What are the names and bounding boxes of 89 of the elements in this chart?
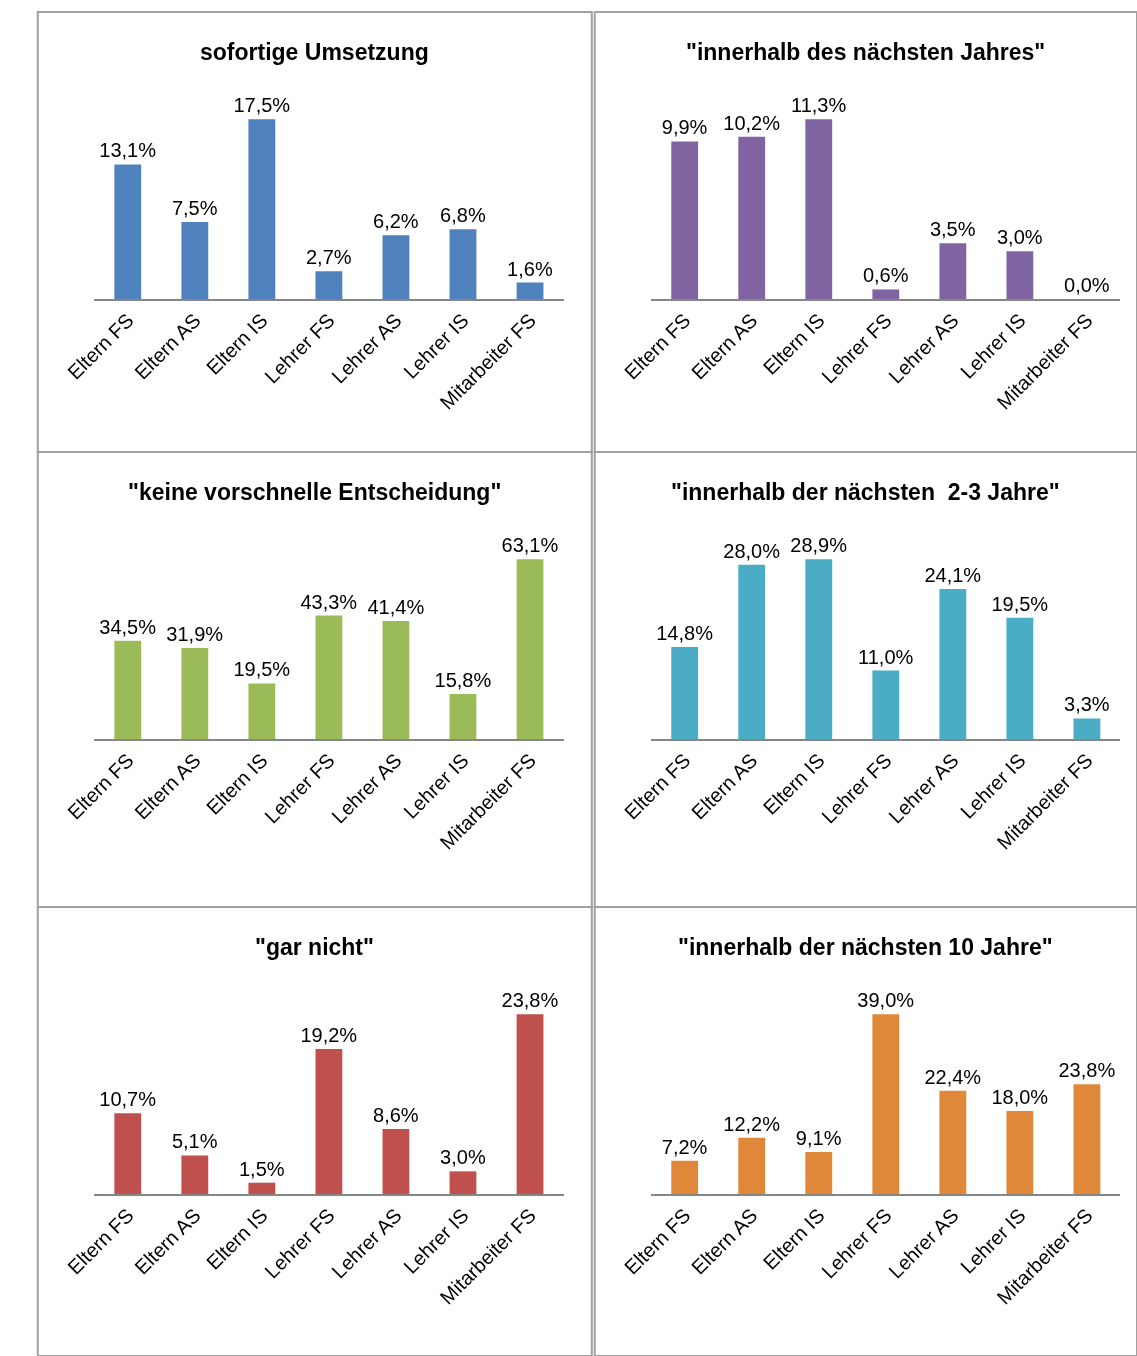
bar — [671, 646, 699, 739]
data-label: 31,9% — [166, 623, 224, 646]
bar — [248, 119, 276, 299]
bar — [805, 1152, 833, 1194]
data-label: 8,6% — [373, 1104, 419, 1127]
data-label: 11,3% — [791, 94, 847, 117]
bar — [738, 564, 766, 739]
data-label: 19,5% — [991, 592, 1049, 615]
data-label: 13,1% — [99, 139, 157, 162]
data-label: 39,0% — [857, 989, 915, 1012]
data-label: 6,8% — [440, 204, 486, 227]
bar — [315, 1048, 343, 1194]
bar — [382, 621, 410, 739]
chart-title: "innerhalb des nächsten Jahres" — [686, 39, 1046, 65]
data-label: 0,0% — [1064, 274, 1110, 296]
data-label: 10,2% — [723, 111, 781, 134]
bar — [872, 670, 900, 739]
bar — [1006, 251, 1034, 299]
data-label: 28,0% — [723, 539, 781, 562]
data-label: 15,8% — [434, 668, 492, 691]
bar — [449, 693, 477, 739]
data-label: 22,4% — [924, 1065, 982, 1088]
bar — [114, 1113, 142, 1194]
chart-title: "innerhalb der nächsten 2-3 Jahre" — [671, 479, 1060, 505]
data-label: 43,3% — [300, 590, 358, 613]
bar — [181, 1155, 209, 1194]
data-label: 5,1% — [171, 1130, 218, 1153]
data-label: 23,8% — [1058, 1059, 1116, 1082]
bar — [114, 640, 142, 739]
data-label: 28,9% — [790, 534, 848, 557]
data-label: 2,7% — [306, 246, 352, 269]
bar — [114, 164, 142, 299]
bar — [805, 119, 833, 299]
bar — [805, 559, 833, 739]
data-label: 9,1% — [795, 1127, 842, 1150]
bar — [939, 1090, 967, 1194]
chart-title: "keine vorschnelle Entscheidung" — [128, 479, 502, 505]
data-label: 7,5% — [171, 196, 218, 219]
bar — [738, 1137, 766, 1194]
bar — [738, 136, 766, 299]
data-label: 63,1% — [501, 534, 559, 557]
data-label: 19,2% — [300, 1023, 358, 1046]
bar — [1006, 617, 1034, 739]
bar — [516, 559, 544, 739]
bar — [315, 271, 343, 299]
bar — [872, 289, 900, 299]
bar — [382, 235, 410, 299]
data-label: 0,6% — [862, 264, 909, 287]
data-label: 3,0% — [440, 1146, 486, 1169]
data-label: 18,0% — [991, 1086, 1049, 1109]
bar — [449, 1171, 477, 1194]
bar — [939, 589, 967, 739]
data-label: 11,0% — [858, 645, 914, 668]
bar — [181, 648, 209, 739]
bar — [449, 229, 477, 299]
data-label: 17,5% — [233, 94, 291, 117]
data-label: 34,5% — [99, 615, 157, 638]
chart-title: "gar nicht" — [255, 934, 374, 960]
bar — [248, 683, 276, 739]
chart-title: sofortige Umsetzung — [200, 39, 429, 65]
data-label: 19,5% — [233, 658, 291, 681]
data-label: 23,8% — [501, 989, 559, 1012]
data-label: 6,2% — [373, 210, 419, 233]
data-label: 7,2% — [661, 1135, 708, 1158]
bar — [1073, 1084, 1101, 1194]
bar — [382, 1129, 410, 1194]
bar — [939, 243, 967, 299]
data-label: 9,9% — [661, 116, 708, 139]
bar — [1006, 1111, 1034, 1194]
bar — [181, 221, 209, 299]
bar — [248, 1182, 276, 1194]
bar — [1073, 718, 1101, 739]
bar — [671, 1160, 699, 1194]
bar — [315, 615, 343, 739]
data-label: 41,4% — [367, 596, 425, 619]
data-label: 1,5% — [238, 1157, 285, 1180]
bar — [671, 141, 699, 299]
data-label: 3,3% — [1064, 693, 1110, 716]
data-label: 14,8% — [656, 621, 714, 644]
bar — [872, 1014, 900, 1194]
data-label: 3,0% — [996, 226, 1043, 249]
data-label: 24,1% — [924, 564, 982, 587]
chart-title: "innerhalb der nächsten 10 Jahre" — [678, 934, 1053, 960]
data-label: 10,7% — [99, 1088, 157, 1111]
bar — [516, 1014, 544, 1194]
data-label: 3,5% — [929, 218, 976, 241]
bar — [516, 282, 544, 299]
data-label: 12,2% — [723, 1112, 781, 1135]
data-label: 1,6% — [507, 257, 553, 280]
